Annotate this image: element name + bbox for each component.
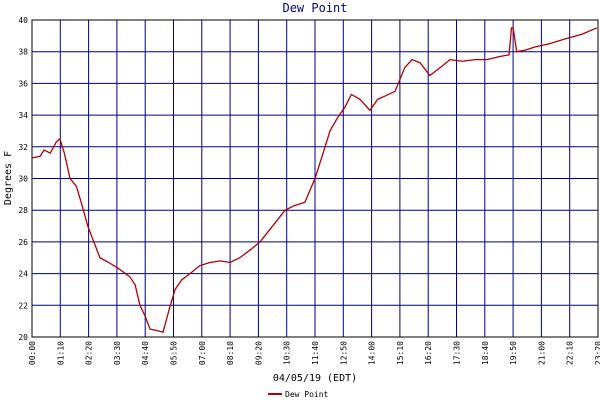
x-tick-label: 17:30	[453, 341, 462, 365]
data-line	[31, 27, 598, 334]
x-tick-label: 01:10	[56, 341, 65, 365]
x-tick-label: 22:10	[566, 341, 575, 365]
y-tick-label: 36	[18, 79, 28, 88]
x-axis-label: 04/05/19 (EDT)	[273, 373, 357, 384]
x-tick-label: 10:30	[283, 341, 292, 365]
x-tick-label: 00:00	[28, 341, 37, 365]
x-tick-label: 23:20	[594, 341, 600, 365]
x-tick-label: 19:50	[509, 341, 518, 365]
x-tick-label: 08:10	[226, 341, 235, 365]
x-tick-label: 15:10	[396, 341, 405, 365]
x-tick-label: 14:00	[368, 341, 377, 365]
y-tick-label: 40	[18, 16, 28, 25]
x-tick-label: 07:00	[198, 341, 207, 365]
y-tick-label: 38	[18, 48, 28, 57]
chart-title: Dew Point	[282, 1, 347, 15]
x-tick-label: 09:20	[254, 341, 263, 365]
x-tick-label: 11:40	[311, 341, 320, 365]
x-tick-label: 04:40	[141, 341, 150, 365]
plot-border	[31, 19, 599, 338]
x-tick-label: 02:20	[85, 341, 94, 365]
x-tick-label: 05:50	[170, 341, 179, 365]
x-tick-label: 16:20	[424, 341, 433, 365]
y-tick-label: 30	[18, 175, 28, 184]
legend-label: Dew Point	[285, 390, 329, 399]
x-tick-label: 03:30	[113, 341, 122, 365]
y-tick-label: 32	[18, 143, 28, 152]
y-tick-label: 20	[18, 333, 28, 342]
y-axis-label: Degrees F	[3, 151, 14, 205]
x-tick-label: 12:50	[339, 341, 348, 365]
y-tick-label: 28	[18, 206, 28, 215]
y-tick-label: 26	[18, 238, 28, 247]
y-tick-label: 34	[18, 111, 28, 120]
y-tick-label: 22	[18, 301, 28, 310]
x-tick-label: 18:40	[481, 341, 490, 365]
y-tick-label: 24	[18, 270, 28, 279]
x-tick-label: 21:00	[537, 341, 546, 365]
